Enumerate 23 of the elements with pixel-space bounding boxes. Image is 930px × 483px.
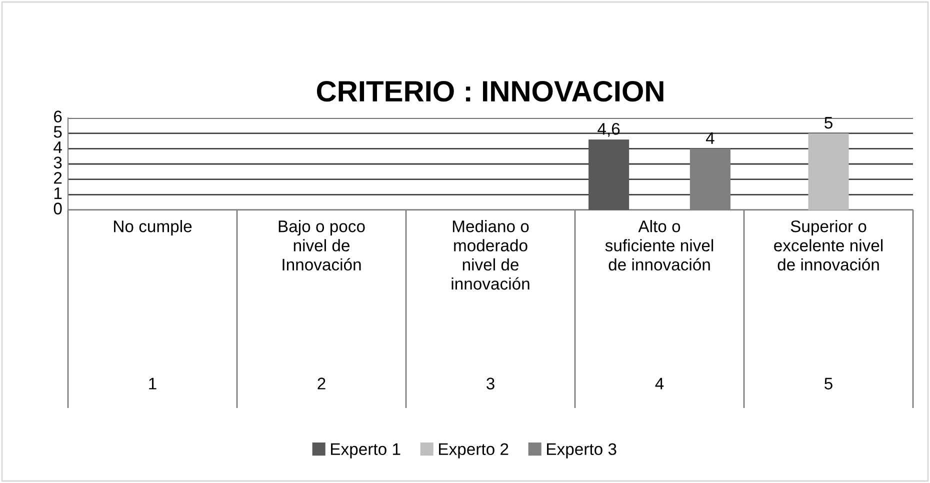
y-tick-label: 0 — [54, 202, 62, 214]
y-tick-label: 3 — [54, 156, 62, 168]
x-tick-label: Superior o excelente nivel de innovación — [774, 220, 883, 271]
y-tick-label: 5 — [54, 126, 62, 138]
data-label: 4 — [706, 132, 714, 144]
text: 3 — [486, 378, 494, 390]
chart-title: CRITERIO : INNOVACION — [316, 80, 664, 102]
y-tick-label: 1 — [54, 188, 62, 199]
x-tick-label: No cumple — [114, 220, 192, 236]
y-tick-label: 4 — [54, 142, 62, 153]
text: 1 — [149, 378, 156, 390]
text: 2 — [318, 378, 326, 390]
legend-label: Experto 2 — [439, 443, 508, 458]
x-tick-label: Mediano o moderado nivel de innovación — [452, 220, 530, 290]
legend-label: Experto 3 — [547, 443, 616, 458]
y-tick-label: 2 — [54, 172, 62, 184]
y-tick-label: 6 — [54, 110, 62, 122]
x-tick-label: Alto o suficiente nivel de innovación — [605, 220, 714, 271]
text: 5 — [824, 378, 832, 390]
x-tick-label: Bajo o poco nivel de Innovación — [278, 220, 365, 271]
text: 4 — [655, 378, 664, 390]
legend-label: Experto 1 — [331, 443, 400, 458]
data-label: 5 — [824, 117, 832, 129]
